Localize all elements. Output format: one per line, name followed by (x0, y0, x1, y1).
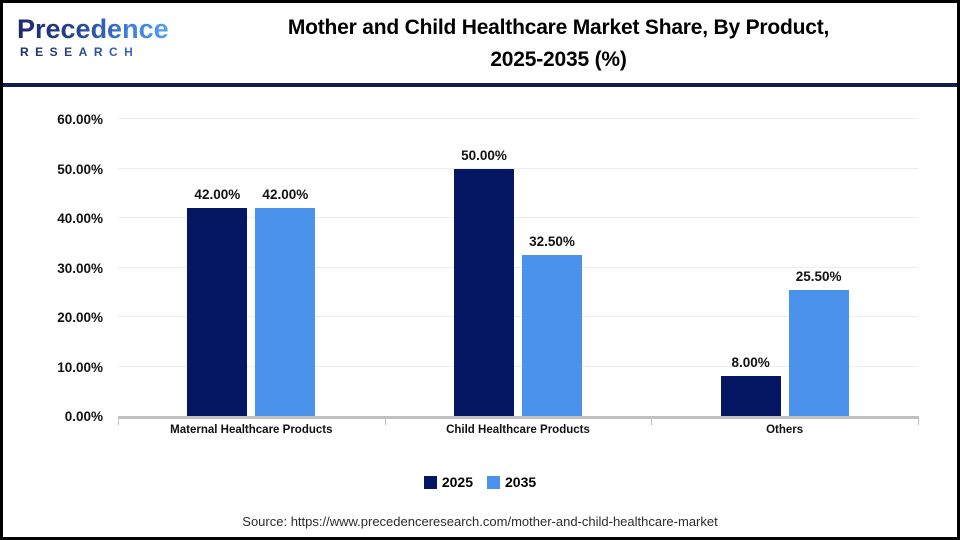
bar-2035: 42.00% (255, 187, 316, 416)
bar-group-2: 50.00% 32.50% (385, 119, 652, 416)
y-axis-tick-label: 60.00% (57, 112, 103, 127)
bar-value-label: 50.00% (461, 147, 507, 163)
x-axis-category-label: Others (766, 424, 804, 436)
y-axis-tick-label: 50.00% (57, 161, 103, 177)
x-axis-category-label: Child Healthcare Products (446, 424, 590, 436)
x-axis-tick (384, 416, 386, 425)
legend-label: 2035 (505, 474, 537, 490)
logo-wordmark: Precedence (17, 14, 169, 44)
bar-group-1: 42.00% 42.00% (118, 119, 385, 416)
bar-value-label: 8.00% (731, 355, 770, 371)
precedence-research-logo: Precedence RESEARCH (17, 14, 169, 59)
bar-group-3: 8.00% 25.50% (651, 119, 918, 416)
x-axis-tick (918, 416, 919, 425)
gridline (118, 316, 918, 317)
x-axis-tick (118, 416, 119, 425)
legend: 2025 2035 (3, 474, 957, 490)
y-axis-tick-label: 10.00% (57, 359, 103, 375)
gridline (118, 365, 918, 367)
bar-value-label: 42.00% (262, 187, 309, 203)
y-axis-tick-label: 0.00% (64, 409, 103, 424)
legend-item-2035: 2035 (487, 474, 536, 490)
chart-title: Mother and Child Healthcare Market Share… (168, 12, 949, 76)
bar-2035: 32.50% (521, 234, 582, 416)
legend-swatch-icon (487, 475, 500, 489)
y-axis-tick-label: 30.00% (57, 260, 103, 276)
bar-value-label: 25.50% (795, 268, 842, 284)
bar-2035: 25.50% (788, 269, 849, 416)
gridline (118, 167, 918, 169)
header: Precedence RESEARCH Mother and Child Hea… (3, 3, 957, 85)
gridline (118, 266, 918, 268)
bar-2025: 8.00% (720, 355, 781, 416)
gridline (118, 118, 918, 119)
legend-swatch-icon (423, 475, 437, 489)
x-axis-tick (651, 416, 653, 425)
bar-2025: 50.00% (453, 148, 514, 416)
y-axis-tick-label: 20.00% (57, 310, 103, 325)
x-axis-category-label: Maternal Healthcare Products (170, 424, 333, 436)
bar-2025: 42.00% (187, 187, 248, 416)
chart-title-line2: 2025-2035 (%) (490, 48, 627, 71)
logo-subtitle: RESEARCH (17, 45, 169, 59)
bar-value-label: 42.00% (194, 187, 241, 203)
legend-label: 2025 (441, 474, 473, 490)
plot-area: 42.00% 42.00% 50.00% 32.50% 8.00% 25.50% (118, 118, 919, 425)
x-axis-line (118, 416, 918, 419)
chart-title-line1: Mother and Child Healthcare Market Share… (287, 16, 830, 39)
gridline (118, 217, 918, 218)
y-axis-tick-label: 40.00% (57, 211, 103, 226)
bar-value-label: 32.50% (529, 234, 575, 250)
legend-item-2025: 2025 (423, 474, 473, 490)
source-text: Source: https://www.precedenceresearch.c… (242, 514, 718, 529)
header-divider (3, 83, 957, 87)
y-axis: 0.00% 10.00% 20.00% 30.00% 40.00% 50.00% 60.00… (3, 112, 103, 424)
